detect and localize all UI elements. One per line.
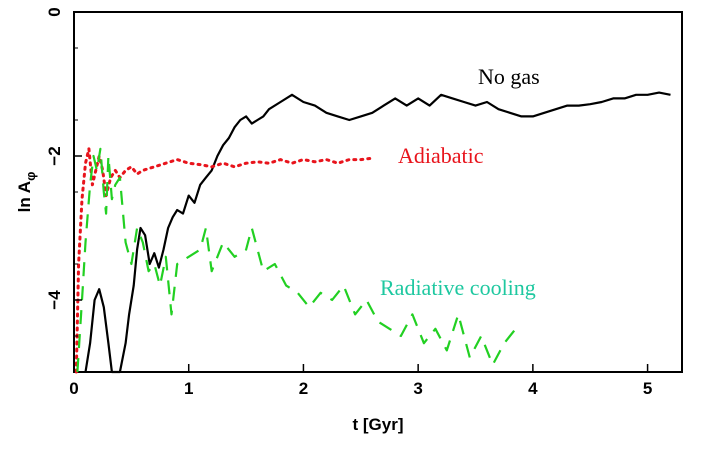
y-axis-title-subscript: φ — [23, 172, 38, 181]
y-tick-label: −4 — [45, 290, 64, 310]
annotation-no-gas: No gas — [478, 64, 540, 89]
x-tick-label: 2 — [299, 379, 308, 398]
series-line-no-gas — [84, 91, 671, 374]
series-line-adiabatic — [74, 147, 374, 374]
y-tick-label: 0 — [45, 7, 64, 16]
x-tick-label: 1 — [184, 379, 193, 398]
annotation-adiabatic: Adiabatic — [398, 143, 484, 168]
annotation-radiative-cooling: Radiative cooling — [380, 275, 536, 300]
series-layer — [74, 91, 671, 374]
ticks-layer: 0 1 2 3 4 5 0 −2 −4 — [45, 7, 652, 398]
x-tick-label: 0 — [69, 379, 78, 398]
y-tick-label: −2 — [45, 146, 64, 165]
x-tick-label: 5 — [643, 379, 652, 398]
x-tick-label: 3 — [413, 379, 422, 398]
y-axis-title-main: ln A — [15, 181, 34, 212]
x-tick-label: 4 — [528, 379, 538, 398]
series-line-radiative-cooling — [76, 147, 517, 373]
y-axis-title: ln Aφ — [15, 172, 38, 213]
x-axis-title: t [Gyr] — [353, 415, 404, 434]
